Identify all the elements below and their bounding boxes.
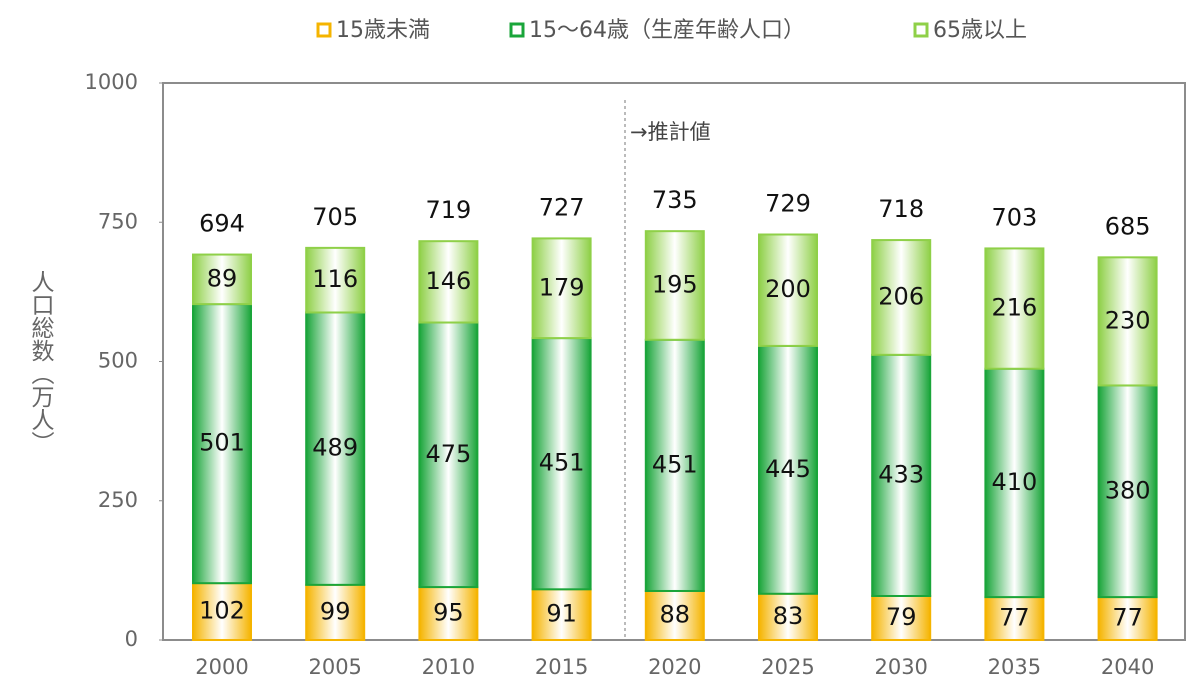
data-label: 89 bbox=[207, 264, 238, 292]
legend-marker bbox=[913, 22, 929, 38]
data-label: 179 bbox=[539, 273, 585, 301]
data-label: 116 bbox=[312, 265, 358, 293]
total-label: 719 bbox=[425, 196, 471, 224]
data-label: 433 bbox=[878, 460, 924, 488]
bar-segment bbox=[758, 592, 818, 641]
data-label: 410 bbox=[991, 468, 1037, 496]
data-label: 501 bbox=[199, 429, 245, 457]
legend-marker bbox=[316, 22, 332, 38]
legend-marker bbox=[509, 22, 525, 38]
bar-segment bbox=[531, 337, 592, 591]
data-label: 99 bbox=[320, 597, 351, 625]
total-label: 703 bbox=[991, 203, 1037, 231]
data-label: 83 bbox=[773, 602, 804, 630]
bar-segment bbox=[644, 338, 705, 592]
annotation: →推計値 bbox=[630, 120, 711, 144]
y-tick-label: 0 bbox=[125, 627, 138, 651]
data-label: 146 bbox=[425, 267, 471, 295]
legend-label: 15歳未満 bbox=[336, 18, 430, 43]
bar-segment bbox=[418, 321, 479, 589]
x-tick-label: 2035 bbox=[988, 655, 1041, 679]
data-label: 79 bbox=[886, 603, 917, 631]
data-label: 206 bbox=[878, 282, 924, 310]
bar-segment bbox=[758, 233, 818, 347]
x-tick-label: 2000 bbox=[195, 655, 248, 679]
data-label: 77 bbox=[1112, 604, 1143, 632]
x-tick-label: 2005 bbox=[308, 655, 361, 679]
data-label: 475 bbox=[425, 440, 471, 468]
data-label: 380 bbox=[1105, 476, 1151, 504]
data-label: 200 bbox=[765, 275, 811, 303]
data-label: 95 bbox=[433, 599, 464, 627]
y-tick-label: 250 bbox=[98, 488, 138, 512]
data-label: 451 bbox=[652, 450, 698, 478]
bar-segment bbox=[418, 240, 479, 324]
x-tick-label: 2015 bbox=[535, 655, 588, 679]
x-tick-label: 2010 bbox=[422, 655, 475, 679]
bar-segment bbox=[1097, 256, 1158, 387]
total-label: 735 bbox=[652, 186, 698, 214]
bar-segment bbox=[192, 253, 252, 306]
x-tick-label: 2040 bbox=[1101, 655, 1154, 679]
x-tick-label: 2025 bbox=[761, 655, 814, 679]
bar-segment bbox=[644, 230, 705, 341]
data-label: 445 bbox=[765, 455, 811, 483]
bar-segment bbox=[531, 588, 592, 641]
total-label: 729 bbox=[765, 190, 811, 218]
data-label: 91 bbox=[546, 600, 577, 628]
bar-segment bbox=[192, 303, 252, 585]
legend-label: 15〜64歳（生産年齢人口） bbox=[529, 18, 805, 43]
bar-segment bbox=[871, 594, 932, 642]
total-label: 718 bbox=[878, 195, 924, 223]
total-label: 727 bbox=[539, 193, 585, 221]
bar-segment bbox=[531, 237, 592, 340]
bar-segment bbox=[305, 246, 366, 314]
data-label: 88 bbox=[660, 600, 691, 628]
data-label: 216 bbox=[991, 294, 1037, 322]
data-label: 195 bbox=[652, 270, 698, 298]
bar-segment bbox=[871, 239, 932, 356]
bar-segment bbox=[758, 344, 818, 595]
legend-label: 65歳以上 bbox=[933, 18, 1027, 43]
bar-segment bbox=[418, 586, 479, 642]
y-tick-label: 1000 bbox=[85, 70, 138, 94]
bar-segment bbox=[984, 247, 1045, 370]
bar-segment bbox=[305, 311, 366, 586]
total-label: 694 bbox=[199, 210, 245, 238]
y-tick-label: 500 bbox=[98, 349, 138, 373]
x-tick-label: 2030 bbox=[874, 655, 927, 679]
total-label: 685 bbox=[1105, 212, 1151, 240]
data-label: 77 bbox=[999, 604, 1030, 632]
y-axis-label: 人口総数（万人） bbox=[27, 270, 55, 454]
y-tick-label: 750 bbox=[98, 209, 138, 233]
data-label: 230 bbox=[1105, 306, 1151, 334]
x-tick-label: 2020 bbox=[648, 655, 701, 679]
total-label: 705 bbox=[312, 203, 358, 231]
data-label: 102 bbox=[199, 597, 245, 625]
bar-segment bbox=[984, 367, 1045, 599]
data-label: 451 bbox=[539, 449, 585, 477]
data-label: 489 bbox=[312, 434, 358, 462]
